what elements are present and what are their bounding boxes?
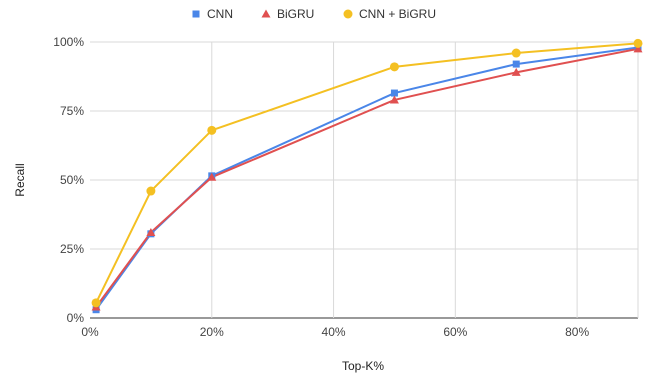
- x-tick-label: 80%: [565, 325, 589, 339]
- series-markers: [91, 38, 643, 314]
- y-tick-label: 75%: [60, 104, 84, 118]
- data-point-cnn-bigru: [511, 48, 521, 58]
- grid-lines: [90, 41, 639, 319]
- data-point-cnn-bigru: [146, 186, 156, 196]
- data-point-cnn-bigru: [389, 62, 399, 72]
- data-point-cnn-bigru: [91, 298, 101, 308]
- legend-label-bigru: BiGRU: [277, 7, 314, 21]
- data-point-cnn: [512, 60, 520, 68]
- series-lines: [95, 42, 639, 311]
- data-point-bigru: [511, 67, 521, 76]
- x-axis-ticks: 0% 20% 40% 60% 80%: [81, 325, 589, 339]
- series-line-bigru: [95, 47, 639, 308]
- x-axis-title: Top-K%: [342, 359, 384, 373]
- legend: CNN BiGRU CNN + BiGRU: [192, 7, 436, 21]
- data-point-bigru: [389, 95, 399, 104]
- legend-marker-bigru: [261, 9, 271, 18]
- data-point-cnn-bigru: [633, 38, 643, 48]
- y-tick-label: 50%: [60, 173, 84, 187]
- x-tick-label: 40%: [322, 325, 346, 339]
- data-point-bigru: [146, 227, 156, 236]
- y-axis-ticks: 0% 25% 50% 75% 100%: [53, 35, 84, 325]
- y-tick-label: 25%: [60, 242, 84, 256]
- y-tick-label: 0%: [67, 311, 85, 325]
- data-point-bigru: [633, 44, 643, 53]
- legend-label-cnn: CNN: [207, 7, 233, 21]
- x-tick-label: 20%: [200, 325, 224, 339]
- y-axis-title: Recall: [13, 163, 27, 196]
- x-tick-label: 60%: [443, 325, 467, 339]
- legend-marker-cnn: [192, 10, 200, 18]
- y-tick-label: 100%: [53, 35, 84, 49]
- data-point-cnn: [390, 89, 398, 97]
- series-line-cnn-bigru: [95, 42, 639, 304]
- x-tick-label: 0%: [81, 325, 99, 339]
- series-line-cnn: [95, 46, 639, 311]
- legend-marker-cnn-bigru: [343, 9, 353, 19]
- legend-label-cnn-bigru: CNN + BiGRU: [359, 7, 436, 21]
- data-point-cnn-bigru: [207, 125, 217, 135]
- data-point-bigru: [207, 172, 217, 181]
